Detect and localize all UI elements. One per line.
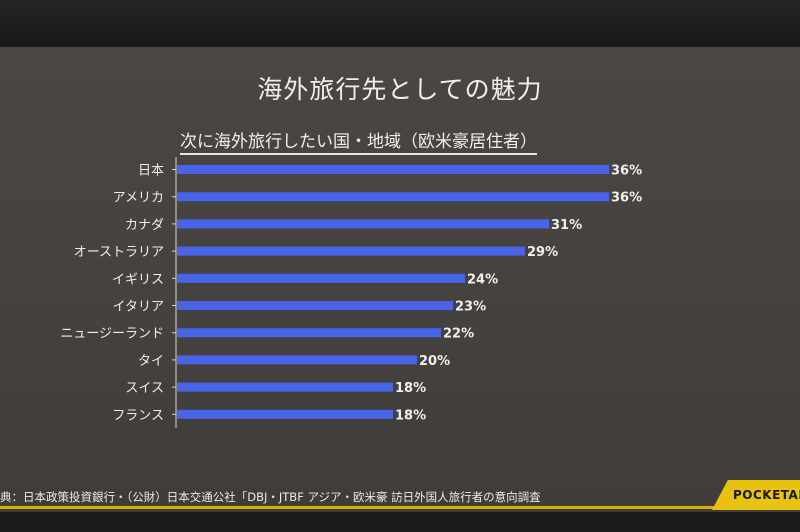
category-label-9: フランス	[112, 408, 164, 423]
bar-5	[177, 301, 453, 310]
category-label-5: イタリア	[113, 300, 164, 315]
category-label-6: ニュージーランド	[60, 327, 164, 342]
category-label-4: イギリス	[112, 272, 164, 287]
source-note: 典：日本政策投資銀行・（公財）日本交通公社「DBJ・JTBF アジア・欧米豪 訪…	[0, 490, 541, 504]
category-label-0: 日本	[138, 164, 164, 179]
value-label-7: 20%	[419, 354, 450, 369]
brand-logo-text: POCKETALK	[733, 488, 800, 502]
accent-strip	[0, 506, 720, 509]
floor	[0, 512, 800, 532]
bar-4	[177, 273, 465, 283]
category-label-8: スイス	[125, 381, 164, 396]
bar-9	[177, 409, 393, 419]
bar-6	[177, 328, 441, 338]
value-label-0: 36%	[611, 164, 642, 179]
slide-title: 海外旅行先としての魅力	[257, 75, 543, 104]
category-label-3: オーストラリア	[74, 245, 164, 260]
bar-7	[177, 355, 417, 365]
value-label-5: 23%	[455, 300, 486, 315]
category-label-2: カナダ	[125, 218, 164, 233]
chart-title: 次に海外旅行したい国・地域（欧米豪居住者）	[180, 127, 537, 155]
value-label-6: 22%	[443, 327, 474, 342]
value-label-2: 31%	[551, 218, 582, 233]
bar-2	[177, 219, 549, 229]
value-label-9: 18%	[395, 408, 426, 423]
bar-0	[177, 165, 609, 174]
bar-3	[177, 246, 525, 256]
category-label-7: タイ	[138, 354, 164, 369]
bar-1	[177, 192, 609, 202]
value-label-4: 24%	[467, 272, 498, 287]
bar-8	[177, 382, 393, 392]
value-label-1: 36%	[611, 191, 642, 206]
value-label-3: 29%	[527, 245, 558, 260]
value-label-8: 18%	[395, 381, 426, 396]
category-label-1: アメリカ	[113, 191, 164, 206]
brand-badge	[712, 480, 800, 510]
